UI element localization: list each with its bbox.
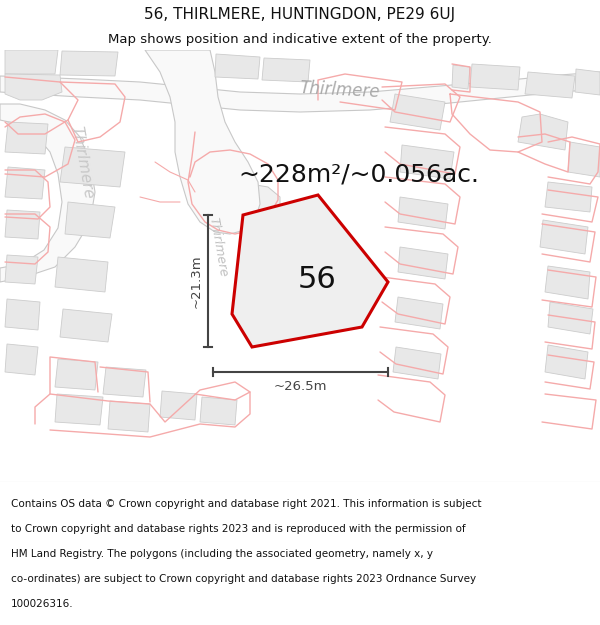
Polygon shape <box>518 114 568 150</box>
Text: Map shows position and indicative extent of the property.: Map shows position and indicative extent… <box>108 32 492 46</box>
Polygon shape <box>60 147 125 187</box>
Polygon shape <box>393 347 441 379</box>
Polygon shape <box>470 64 520 90</box>
Polygon shape <box>5 255 38 284</box>
Polygon shape <box>103 367 146 397</box>
Text: ~21.3m: ~21.3m <box>190 254 203 308</box>
Polygon shape <box>540 220 588 254</box>
Text: 56, THIRLMERE, HUNTINGDON, PE29 6UJ: 56, THIRLMERE, HUNTINGDON, PE29 6UJ <box>145 6 455 21</box>
Polygon shape <box>5 74 62 100</box>
Polygon shape <box>575 69 600 95</box>
Polygon shape <box>5 344 38 375</box>
Polygon shape <box>262 58 310 82</box>
Polygon shape <box>200 397 237 425</box>
Polygon shape <box>145 50 260 234</box>
Polygon shape <box>5 299 40 330</box>
Text: 56: 56 <box>298 266 337 294</box>
Text: Contains OS data © Crown copyright and database right 2021. This information is : Contains OS data © Crown copyright and d… <box>11 499 481 509</box>
Text: Thirlmere: Thirlmere <box>68 124 96 199</box>
Polygon shape <box>548 302 593 334</box>
Polygon shape <box>568 142 600 177</box>
Polygon shape <box>395 297 443 329</box>
Polygon shape <box>160 391 197 420</box>
Polygon shape <box>525 72 575 98</box>
Polygon shape <box>195 184 280 227</box>
Polygon shape <box>545 182 592 212</box>
Polygon shape <box>5 210 40 239</box>
Polygon shape <box>398 197 448 229</box>
Polygon shape <box>5 122 48 154</box>
Polygon shape <box>545 266 590 299</box>
Polygon shape <box>390 94 445 130</box>
Polygon shape <box>55 394 103 425</box>
Text: to Crown copyright and database rights 2023 and is reproduced with the permissio: to Crown copyright and database rights 2… <box>11 524 466 534</box>
Text: ~228m²/~0.056ac.: ~228m²/~0.056ac. <box>238 163 479 187</box>
Polygon shape <box>108 401 150 432</box>
Polygon shape <box>398 247 448 279</box>
Text: Thirlmere: Thirlmere <box>299 79 380 101</box>
Text: HM Land Registry. The polygons (including the associated geometry, namely x, y: HM Land Registry. The polygons (includin… <box>11 549 433 559</box>
Polygon shape <box>55 257 108 292</box>
Text: ~26.5m: ~26.5m <box>274 379 327 392</box>
Polygon shape <box>0 104 95 282</box>
Polygon shape <box>452 65 470 89</box>
Polygon shape <box>55 359 98 390</box>
Text: Thirlmere: Thirlmere <box>206 216 230 278</box>
Text: 100026316.: 100026316. <box>11 599 73 609</box>
Polygon shape <box>65 202 115 238</box>
Polygon shape <box>215 54 260 79</box>
Polygon shape <box>5 50 58 74</box>
Polygon shape <box>60 309 112 342</box>
Polygon shape <box>0 72 600 112</box>
Text: co-ordinates) are subject to Crown copyright and database rights 2023 Ordnance S: co-ordinates) are subject to Crown copyr… <box>11 574 476 584</box>
Polygon shape <box>5 167 45 199</box>
Polygon shape <box>60 51 118 76</box>
Polygon shape <box>545 345 588 379</box>
Polygon shape <box>232 195 388 347</box>
Polygon shape <box>400 145 454 179</box>
